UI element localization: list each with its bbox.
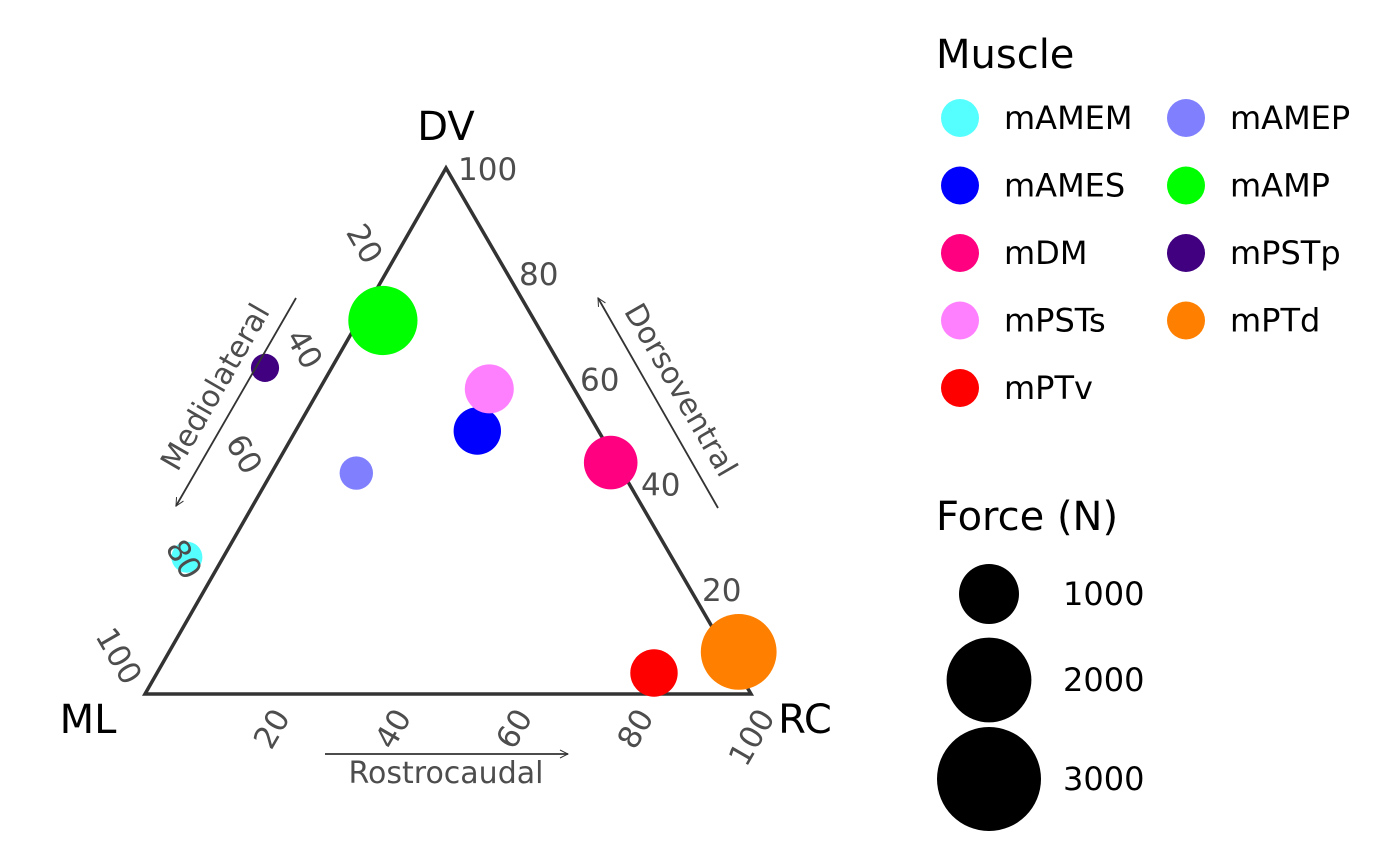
point-mAMP — [348, 285, 418, 356]
legend-label-mAMP: mAMP — [1230, 167, 1330, 205]
legend-size-label-1000: 1000 — [1063, 575, 1144, 613]
legend-size-circle-1000 — [959, 564, 1019, 624]
legend-label-mDM: mDM — [1004, 234, 1087, 272]
tick-label-left: 60 — [218, 428, 269, 480]
size-legend: 1000 2000 3000 — [937, 564, 1144, 831]
point-mPTv — [630, 649, 678, 697]
point-mPSTs — [464, 364, 514, 414]
tick-label-right: 60 — [580, 362, 619, 398]
legend-size-label-3000: 3000 — [1063, 760, 1144, 798]
legend-swatch-mAMP — [1167, 166, 1205, 205]
color-legend: mAMEM mAMEP mAMES mAMP mDM mPSTp mPSTs mPTd mPTv — [941, 99, 1350, 407]
legend-swatch-mPSTp — [1167, 234, 1205, 272]
tick-label-bottom: 40 — [368, 703, 419, 755]
legend-size-title: Force (N) — [936, 494, 1118, 540]
tick-label-right: 20 — [702, 573, 741, 609]
tick-label-bottom: 80 — [610, 703, 661, 755]
vertex-label-right: RC — [778, 697, 832, 743]
legend-label-mPSTs: mPSTs — [1004, 302, 1106, 340]
legend-swatch-mAMES — [941, 166, 979, 205]
legend-label-mPSTp: mPSTp — [1230, 234, 1341, 272]
legend-label-mAMEP: mAMEP — [1230, 99, 1350, 137]
legend-color-title: Muscle — [936, 32, 1074, 78]
legend-label-mAMEM: mAMEM — [1004, 99, 1133, 137]
point-mAMEM — [171, 541, 203, 573]
legend-swatch-mPSTs — [941, 301, 979, 340]
legend-label-mPTd: mPTd — [1230, 302, 1320, 340]
legend-size-circle-3000 — [937, 727, 1041, 831]
data-points — [171, 285, 777, 697]
point-mAMES — [453, 407, 501, 455]
point-mPTd — [700, 614, 777, 690]
legend-swatch-mPTd — [1167, 301, 1205, 340]
tick-label-right: 80 — [519, 257, 558, 293]
legend-label-mAMES: mAMES — [1004, 167, 1125, 205]
legend-swatch-mDM — [941, 234, 979, 272]
legend-swatch-mAMEP — [1167, 99, 1205, 137]
tick-label-right: 40 — [641, 468, 680, 504]
legend-label-mPTv: mPTv — [1004, 369, 1093, 407]
tick-label-bottom: 100 — [722, 703, 783, 772]
legend-swatch-mPTv — [941, 369, 979, 407]
tick-label-left: 80 — [158, 534, 209, 586]
tick-label-left: 100 — [88, 622, 149, 691]
point-mDM — [583, 435, 638, 490]
point-mPSTp — [250, 353, 280, 382]
tick-label-bottom: 20 — [247, 703, 298, 755]
point-mAMEP — [339, 456, 373, 490]
right-axis-arrow — [597, 298, 719, 509]
vertex-label-top: DV — [417, 104, 475, 150]
left-axis-arrow — [175, 297, 297, 506]
tick-label-bottom: 60 — [489, 703, 540, 755]
tick-label-left: 20 — [338, 218, 389, 270]
tick-label-right: 100 — [458, 152, 517, 188]
ternary-frame — [141, 164, 755, 696]
tick-label-left: 40 — [278, 323, 329, 375]
legend-size-label-2000: 2000 — [1063, 661, 1144, 699]
legend-size-circle-2000 — [946, 637, 1032, 723]
legend-swatch-mAMEM — [941, 99, 979, 137]
bottom-axis-title: Rostrocaudal — [349, 756, 544, 791]
vertex-label-left: ML — [60, 697, 118, 743]
